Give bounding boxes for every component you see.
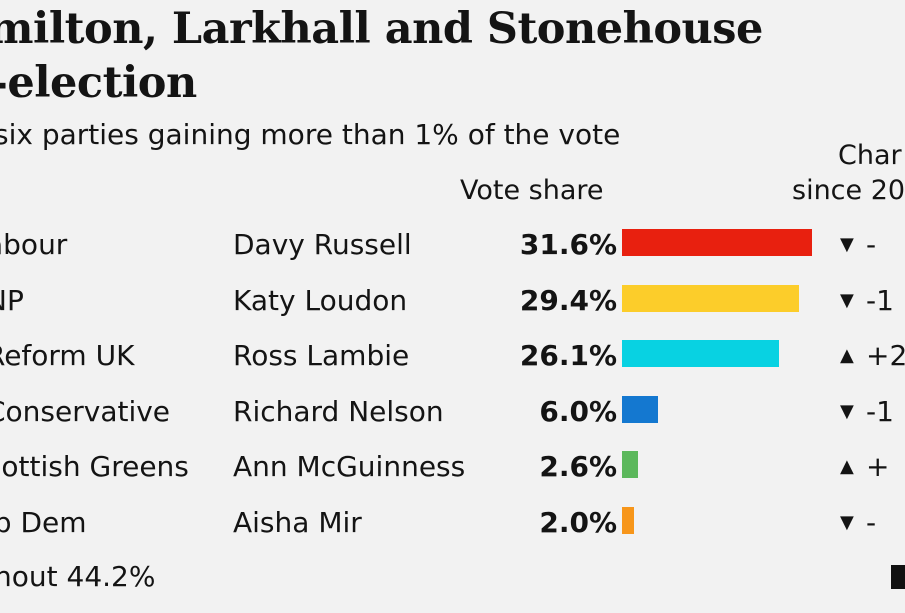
vote-share-bar (622, 229, 812, 256)
vote-share-bar (622, 395, 659, 423)
vote-share-label: 2.0% (539, 506, 617, 539)
result-row: abour Davy Russell 31.6% ▼- (0, 227, 905, 283)
vote-share-bar (622, 451, 638, 479)
party-name: abour (0, 228, 68, 261)
turnout-label: nout 44.2% (0, 560, 156, 593)
change-label: -1 (866, 283, 894, 317)
vote-share-bar (622, 507, 635, 534)
change-label: - (866, 228, 877, 261)
triangle-up-icon: ▲ (840, 345, 854, 367)
vote-share-bar (622, 284, 799, 312)
chart-subtitle: six parties gaining more than 1% of the … (0, 118, 621, 151)
vote-share-label: 31.6% (519, 228, 617, 261)
party-name: cottish Greens (0, 450, 189, 484)
result-row: ib Dem Aisha Mir 2.0% ▼- (0, 505, 905, 561)
candidate-name: Katy Loudon (233, 283, 408, 317)
change-label: -1 (866, 394, 894, 428)
result-row: NP Katy Loudon 29.4% ▼ -1 (0, 283, 905, 339)
candidate-name: Aisha Mir (233, 506, 362, 539)
triangle-down-icon: ▼ (840, 234, 854, 255)
vote-share-label: 6.0% (539, 394, 617, 428)
vote-share-label: 26.1% (519, 339, 617, 373)
change-header-line-2: since 20 (792, 175, 905, 206)
result-row: cottish Greens Ann McGuinness 2.6% ▲ + (0, 449, 905, 505)
party-name: Reform UK (0, 339, 135, 373)
candidate-name: Richard Nelson (233, 394, 444, 428)
party-name: ib Dem (0, 506, 87, 539)
party-name: Conservative (0, 394, 171, 428)
triangle-down-icon: ▼ (840, 512, 854, 533)
vote-share-label: 2.6% (539, 450, 617, 484)
title-line-2: -election (0, 58, 197, 108)
candidate-name: Davy Russell (233, 228, 412, 261)
triangle-down-icon: ▼ (840, 289, 854, 311)
vote-share-label: 29.4% (519, 283, 617, 317)
change-label: +2 (866, 339, 905, 373)
candidate-name: Ann McGuinness (233, 450, 466, 484)
title-line-1: milton, Larkhall and Stonehouse (0, 4, 763, 54)
triangle-down-icon: ▼ (840, 400, 854, 422)
change-label: + (866, 450, 890, 484)
party-name: NP (0, 283, 24, 317)
vote-share-bar (622, 340, 779, 368)
result-row: Conservative Richard Nelson 6.0% ▼ -1 (0, 394, 905, 450)
change-label: - (866, 506, 877, 539)
bbc-logo (891, 565, 905, 589)
vote-share-header: Vote share (460, 175, 604, 206)
triangle-up-icon: ▲ (840, 456, 854, 478)
candidate-name: Ross Lambie (233, 339, 410, 373)
result-row: Reform UK Ross Lambie 26.1% ▲ +2 (0, 338, 905, 394)
change-header-line-1: Char (838, 140, 902, 171)
